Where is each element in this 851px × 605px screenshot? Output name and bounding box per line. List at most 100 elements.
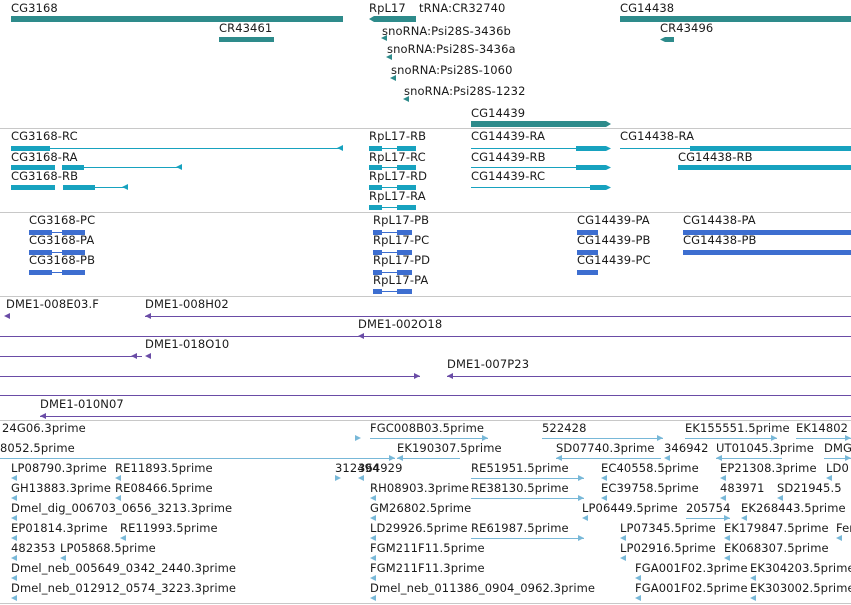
- protein-cg3168-pb-exon1[interactable]: [29, 270, 52, 275]
- clone-dme1-010n07-arrow[interactable]: [40, 413, 46, 419]
- feature-label-ek155551-5prime[interactable]: EK155551.5prime: [685, 421, 790, 435]
- transcript-cg3168-rb-exon1[interactable]: [11, 185, 55, 190]
- transcript-rpl17-rb-exon1[interactable]: [369, 146, 382, 151]
- feature-label-ek190307-5prime[interactable]: EK190307.5prime: [397, 441, 502, 455]
- transcript-rpl17-rd-exon1[interactable]: [369, 185, 382, 190]
- feature-label-cg3168-pb[interactable]: CG3168-PB: [29, 253, 96, 267]
- gene-cr43496[interactable]: [660, 37, 674, 42]
- est-522428-arrow[interactable]: [657, 435, 663, 441]
- feature-label-cg3168-ra[interactable]: CG3168-RA: [11, 150, 78, 164]
- protein-cg3168-pc-exon2[interactable]: [62, 230, 85, 235]
- est-lp08790-3prime-marker[interactable]: [11, 475, 17, 481]
- feature-label-fgm211f11-3prime[interactable]: FGM211F11.3prime: [370, 561, 485, 575]
- feature-label-205754[interactable]: 205754: [686, 501, 731, 515]
- est-re61987-5prime-line[interactable]: [471, 538, 584, 539]
- est-483971-marker[interactable]: [720, 495, 726, 501]
- transcript-rpl17-rb-intron[interactable]: [382, 148, 397, 149]
- est-ek304203-5prime-marker[interactable]: [750, 575, 756, 581]
- transcript-cg14439-rb-intron[interactable]: [471, 167, 576, 168]
- est-dmg-arrow[interactable]: [845, 455, 851, 461]
- est-312494-marker[interactable]: [335, 475, 341, 481]
- feature-label-cg14439-ra[interactable]: CG14439-RA: [471, 129, 546, 143]
- est-24g06-3prime-marker[interactable]: [355, 435, 361, 441]
- est-ek14802-line[interactable]: [796, 438, 851, 439]
- snorna-3436b-marker[interactable]: [381, 35, 387, 41]
- est-ld29926-5prime-marker[interactable]: [370, 535, 376, 541]
- clone-dme1-002o18-line[interactable]: [0, 336, 851, 337]
- protein-rpl17-pa-exon2[interactable]: [397, 289, 412, 294]
- feature-label-ek304203-5prime[interactable]: EK304203.5prime: [750, 561, 851, 575]
- feature-label-cg3168-pa[interactable]: CG3168-PA: [29, 233, 95, 247]
- feature-label-snorna-psi28s-1060[interactable]: snoRNA:Psi28S-1060: [391, 63, 513, 77]
- feature-label-dme1-007p23[interactable]: DME1-007P23: [447, 357, 530, 371]
- feature-label-cg14438-pb[interactable]: CG14438-PB: [683, 233, 757, 247]
- feature-label-rpl17-pa[interactable]: RpL17-PA: [373, 273, 429, 287]
- est-fga001f02-3prime-marker[interactable]: [635, 575, 641, 581]
- protein-rpl17-pb-intron[interactable]: [382, 232, 397, 233]
- feature-label-dme1-008e03-f[interactable]: DME1-008E03.F: [6, 297, 99, 311]
- clone-dme1-018o10-line[interactable]: [0, 356, 142, 357]
- feature-label-cr43461[interactable]: CR43461: [219, 21, 273, 35]
- feature-label-re61987-5prime[interactable]: RE61987.5prime: [471, 521, 569, 535]
- feature-label-24g06-3prime[interactable]: 24G06.3prime: [2, 421, 86, 435]
- gene-cg14439[interactable]: [471, 121, 611, 127]
- protein-cg3168-pb-intron[interactable]: [52, 272, 62, 273]
- clone-dme1-008h02-line[interactable]: [145, 316, 851, 317]
- transcript-cg14439-rc-exon[interactable]: [590, 185, 611, 190]
- feature-label-dme1-002o18[interactable]: DME1-002O18: [358, 317, 443, 331]
- est-lp05868-5prime-marker[interactable]: [60, 555, 66, 561]
- protein-cg14438-pa[interactable]: [683, 230, 851, 235]
- feature-label-dmel-dig-006703-0656-3213-3prime[interactable]: Dmel_dig_006703_0656_3213.3prime: [11, 501, 233, 515]
- feature-label-rpl17-pd[interactable]: RpL17-PD: [373, 253, 431, 267]
- est-dmg-line[interactable]: [824, 458, 851, 459]
- protein-rpl17-pc-exon1[interactable]: [373, 250, 382, 255]
- protein-rpl17-pa-intron[interactable]: [382, 291, 397, 292]
- transcript-cg3168-rb-arrow[interactable]: [122, 184, 128, 190]
- transcript-cg3168-ra-intron[interactable]: [84, 167, 182, 168]
- est-ut01045-3prime-arrow[interactable]: [716, 455, 722, 461]
- feature-label-cg14439-pb[interactable]: CG14439-PB: [577, 233, 651, 247]
- feature-label-gh13883-3prime[interactable]: GH13883.3prime: [11, 481, 112, 495]
- feature-label-cg3168-rc[interactable]: CG3168-RC: [11, 129, 78, 143]
- est-re61987-5prime-arrow[interactable]: [578, 535, 584, 541]
- est-ek14802-arrow[interactable]: [845, 435, 851, 441]
- est-205754-line[interactable]: [686, 518, 730, 519]
- feature-label-346942[interactable]: 346942: [664, 441, 709, 455]
- est-rh08903-3prime-marker[interactable]: [370, 495, 376, 501]
- feature-label-lp08790-3prime[interactable]: LP08790.3prime: [11, 461, 107, 475]
- transcript-cg14438-ra-intron[interactable]: [620, 148, 690, 149]
- est-482353-marker[interactable]: [11, 555, 17, 561]
- feature-label-dme1-018o10[interactable]: DME1-018O10: [145, 337, 230, 351]
- est-ec39758-5prime-marker[interactable]: [601, 495, 607, 501]
- protein-rpl17-pb-exon1[interactable]: [373, 230, 382, 235]
- protein-cg14439-pa[interactable]: [577, 230, 598, 235]
- feature-label-rpl17-rd[interactable]: RpL17-RD: [369, 169, 428, 183]
- est-re51951-5prime-line[interactable]: [471, 478, 584, 479]
- est-re38130-5prime-line[interactable]: [471, 498, 584, 499]
- feature-label-lp07345-5prime[interactable]: LP07345.5prime: [620, 521, 716, 535]
- transcript-rpl17-rc-exon2[interactable]: [397, 165, 416, 170]
- est-ec40558-5prime-marker[interactable]: [601, 475, 607, 481]
- est-ek155551-5prime-arrow[interactable]: [771, 435, 777, 441]
- feature-label-8052-5prime[interactable]: 8052.5prime: [0, 441, 75, 455]
- gene-trna-cr32740[interactable]: [404, 16, 411, 22]
- est-dmel-neb-011386-0904-0962-3prime-marker[interactable]: [370, 595, 376, 601]
- feature-label-cg3168-rb[interactable]: CG3168-RB: [11, 169, 79, 183]
- feature-label-fgm211f11-5prime[interactable]: FGM211F11.5prime: [370, 541, 485, 555]
- feature-label-fgc008b03-5prime[interactable]: FGC008B03.5prime: [370, 421, 485, 435]
- est-fer-marker[interactable]: [836, 535, 842, 541]
- feature-label-cg14439-pa[interactable]: CG14439-PA: [577, 213, 650, 227]
- protein-rpl17-pb-exon2[interactable]: [397, 230, 412, 235]
- feature-label-re11993-5prime[interactable]: RE11993.5prime: [120, 521, 218, 535]
- feature-label-lp06449-5prime[interactable]: LP06449.5prime: [582, 501, 678, 515]
- feature-label-cg14438-ra[interactable]: CG14438-RA: [620, 129, 695, 143]
- transcript-cg14439-rb-exon[interactable]: [576, 165, 611, 170]
- feature-label-ek268443-5prime[interactable]: EK268443.5prime: [741, 501, 846, 515]
- feature-label-dmel-neb-005649-0342-2440-3prime[interactable]: Dmel_neb_005649_0342_2440.3prime: [11, 561, 237, 575]
- clone-dme1-008h02-arrow[interactable]: [145, 313, 151, 319]
- est-dmel-neb-012912-0574-3223-3prime-marker[interactable]: [11, 595, 17, 601]
- est-522428-line[interactable]: [542, 438, 663, 439]
- feature-label-cg14438-pa[interactable]: CG14438-PA: [683, 213, 756, 227]
- protein-cg3168-pb-exon2[interactable]: [62, 270, 85, 275]
- feature-label-483971[interactable]: 483971: [720, 481, 765, 495]
